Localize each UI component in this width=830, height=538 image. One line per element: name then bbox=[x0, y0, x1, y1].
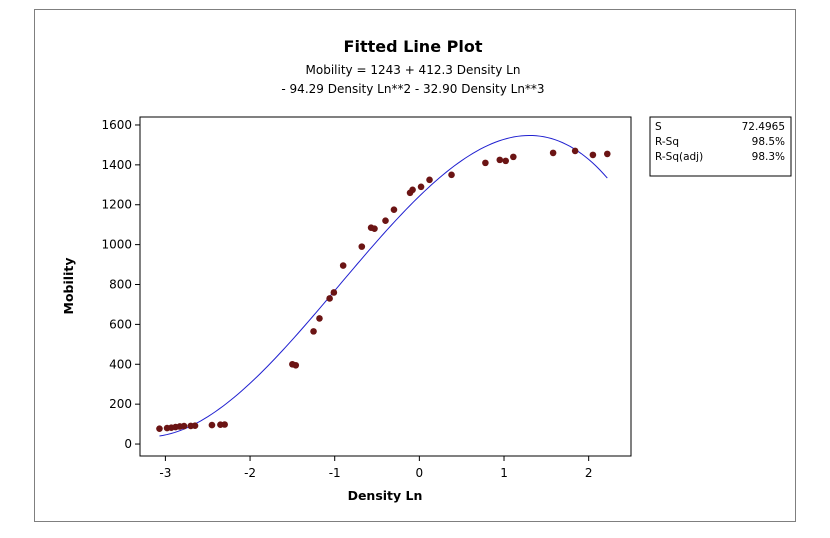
stat-value-rsq-adj: 98.3% bbox=[752, 151, 785, 163]
y-tick-label: 200 bbox=[109, 397, 132, 411]
data-points bbox=[156, 147, 611, 432]
chart-subtitle-line-2: - 94.29 Density Ln**2 - 32.90 Density Ln… bbox=[281, 82, 544, 96]
data-point bbox=[339, 262, 347, 269]
chart-subtitle-line-1: Mobility = 1243 + 412.3 Density Ln bbox=[306, 63, 521, 77]
plot-area bbox=[139, 116, 632, 457]
data-point bbox=[371, 225, 378, 232]
data-point bbox=[208, 421, 216, 429]
stat-value-s: 72.4965 bbox=[742, 121, 785, 133]
x-axis: -3 -2 -1 0 1 2 bbox=[159, 456, 592, 480]
data-point bbox=[292, 361, 300, 369]
data-point bbox=[390, 206, 398, 214]
data-point bbox=[502, 157, 510, 165]
y-tick-label: 1200 bbox=[101, 198, 132, 212]
x-axis-label: Density Ln bbox=[348, 488, 423, 503]
stat-label-rsq: R-Sq bbox=[655, 136, 679, 148]
y-tick-label: 600 bbox=[109, 317, 132, 331]
y-tick-label: 800 bbox=[109, 278, 132, 292]
chart-title: Fitted Line Plot bbox=[344, 37, 483, 56]
x-tick-label: -1 bbox=[329, 466, 341, 480]
data-point bbox=[358, 243, 366, 250]
data-point bbox=[326, 295, 333, 302]
stats-box-border bbox=[649, 116, 792, 177]
data-point bbox=[426, 176, 433, 184]
data-point bbox=[589, 151, 597, 159]
data-point bbox=[571, 147, 579, 155]
x-tick-label: 0 bbox=[416, 466, 424, 480]
fitted-regression-line bbox=[159, 134, 608, 437]
stats-box: S 72.4965 R-Sq 98.5% R-Sq(adj) 98.3% bbox=[649, 116, 792, 177]
data-point bbox=[330, 289, 338, 296]
x-tick-label: -3 bbox=[159, 466, 171, 480]
x-tick-label: -2 bbox=[244, 466, 256, 480]
data-point bbox=[180, 422, 188, 430]
y-tick-label: 1600 bbox=[101, 118, 132, 132]
data-point bbox=[382, 217, 389, 224]
data-point bbox=[510, 153, 517, 161]
y-tick-label: 1000 bbox=[101, 238, 132, 252]
stat-label-rsq-adj: R-Sq(adj) bbox=[655, 151, 703, 163]
data-point bbox=[448, 171, 455, 179]
x-tick-label: 1 bbox=[500, 466, 508, 480]
data-point bbox=[549, 149, 557, 157]
y-axis-label: Mobility bbox=[61, 258, 76, 315]
data-point bbox=[156, 425, 163, 432]
data-point bbox=[221, 421, 228, 428]
y-tick-label: 1400 bbox=[101, 158, 132, 172]
data-point bbox=[482, 159, 489, 167]
data-point bbox=[496, 156, 504, 164]
y-tick-label: 0 bbox=[124, 437, 132, 451]
stat-value-rsq: 98.5% bbox=[752, 136, 785, 148]
stat-label-s: S bbox=[655, 121, 662, 133]
data-point bbox=[417, 183, 425, 191]
y-tick-label: 400 bbox=[109, 357, 132, 371]
data-point bbox=[603, 150, 611, 158]
y-axis: 0 200 400 600 800 1000 1200 1400 1600 bbox=[101, 118, 140, 451]
data-point bbox=[191, 422, 199, 429]
data-point bbox=[310, 328, 317, 335]
x-tick-label: 2 bbox=[585, 466, 593, 480]
data-point bbox=[316, 315, 323, 322]
data-point bbox=[409, 186, 416, 194]
